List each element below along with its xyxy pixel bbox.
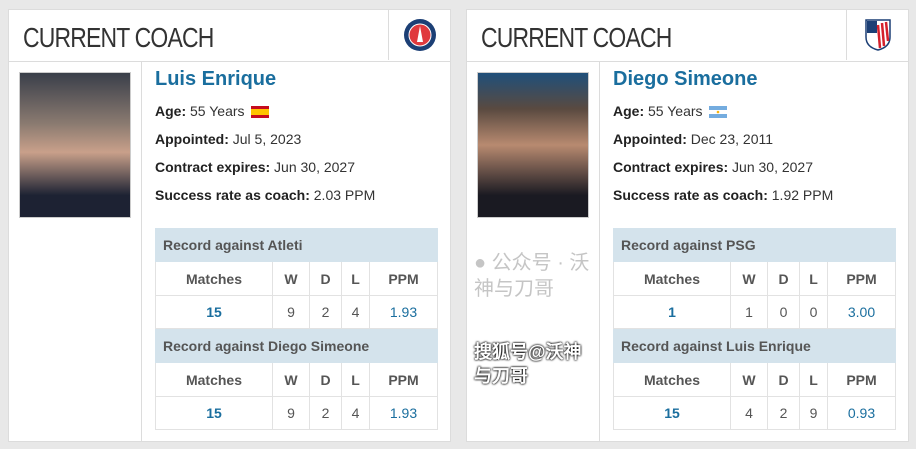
column-header: L xyxy=(799,261,828,296)
column-header: Matches xyxy=(613,261,731,296)
success-row: Success rate as coach: 1.92 PPM xyxy=(613,187,834,203)
column-header: W xyxy=(272,261,310,296)
coach-card: CURRENT COACH Diego Simeone Age: 55 Year… xyxy=(466,9,909,442)
matches-link[interactable]: 15 xyxy=(613,396,731,430)
record-cell: 0 xyxy=(799,295,828,329)
matches-link[interactable]: 15 xyxy=(155,396,273,430)
contract-row: Contract expires: Jun 30, 2027 xyxy=(613,159,814,175)
column-header: L xyxy=(341,261,370,296)
contract-row: Contract expires: Jun 30, 2027 xyxy=(155,159,356,175)
record-cell[interactable]: 3.00 xyxy=(827,295,896,329)
age-row: Age: 55 Years xyxy=(613,97,896,125)
column-header: D xyxy=(309,362,342,397)
record-cell: 9 xyxy=(799,396,828,430)
record-title: Record against Luis Enrique xyxy=(613,329,896,363)
card-title: CURRENT COACH xyxy=(23,22,214,53)
success-row: Success rate as coach: 2.03 PPM xyxy=(155,187,376,203)
record-title: Record against Diego Simeone xyxy=(155,329,438,363)
matches-link[interactable]: 15 xyxy=(155,295,273,329)
column-header: Matches xyxy=(613,362,731,397)
argentina-flag-icon xyxy=(703,103,727,119)
record-title: Record against Atleti xyxy=(155,228,438,262)
record-cell: 4 xyxy=(730,396,768,430)
record-table: Record against PSG Matches W D L PPM 1 1 0 0 3.0… xyxy=(613,228,896,329)
record-cell: 9 xyxy=(272,295,310,329)
card-title: CURRENT COACH xyxy=(481,22,672,53)
age-row: Age: 55 Years xyxy=(155,97,438,125)
record-cell: 9 xyxy=(272,396,310,430)
column-header: L xyxy=(799,362,828,397)
record-cell: 2 xyxy=(309,295,342,329)
record-table: Record against Atleti Matches W D L PPM 15 9 2… xyxy=(155,228,438,329)
column-header: L xyxy=(341,362,370,397)
coach-card: CURRENT COACH Luis Enrique Age: 55 Years… xyxy=(8,9,451,442)
sohu-watermark: 搜狐号@沃神与刀哥 xyxy=(474,342,582,386)
record-cell[interactable]: 0.93 xyxy=(827,396,896,430)
column-header: D xyxy=(309,261,342,296)
record-cell: 4 xyxy=(341,396,370,430)
club-logo-icon[interactable] xyxy=(388,10,450,60)
record-cell: 1 xyxy=(730,295,768,329)
column-header: PPM xyxy=(369,362,438,397)
matches-link[interactable]: 1 xyxy=(613,295,731,329)
spain-flag-icon xyxy=(245,103,269,119)
wechat-icon: ● xyxy=(474,252,487,274)
coach-name[interactable]: Luis Enrique xyxy=(155,68,277,90)
record-cell: 4 xyxy=(341,295,370,329)
column-header: PPM xyxy=(369,261,438,296)
record-cell: 2 xyxy=(767,396,800,430)
record-table: Record against Luis Enrique Matches W D L PP… xyxy=(613,329,896,430)
column-header: W xyxy=(730,362,768,397)
coach-photo xyxy=(19,72,131,218)
column-header: Matches xyxy=(155,362,273,397)
column-header: Matches xyxy=(155,261,273,296)
column-header: D xyxy=(767,362,800,397)
record-cell: 0 xyxy=(767,295,800,329)
record-cell[interactable]: 1.93 xyxy=(369,295,438,329)
record-cell: 2 xyxy=(309,396,342,430)
coach-name[interactable]: Diego Simeone xyxy=(613,68,758,90)
appointed-row: Appointed: Dec 23, 2011 xyxy=(613,131,774,147)
record-title: Record against PSG xyxy=(613,228,896,262)
column-header: PPM xyxy=(827,261,896,296)
column-header: W xyxy=(730,261,768,296)
column-header: W xyxy=(272,362,310,397)
record-cell[interactable]: 1.93 xyxy=(369,396,438,430)
column-header: PPM xyxy=(827,362,896,397)
appointed-row: Appointed: Jul 5, 2023 xyxy=(155,131,302,147)
record-table: Record against Diego Simeone Matches W D L P… xyxy=(155,329,438,430)
coach-photo xyxy=(477,72,589,218)
column-header: D xyxy=(767,261,800,296)
wechat-watermark: ● 公众号 · 沃神与刀哥 xyxy=(474,252,590,300)
club-logo-icon[interactable] xyxy=(846,10,908,60)
